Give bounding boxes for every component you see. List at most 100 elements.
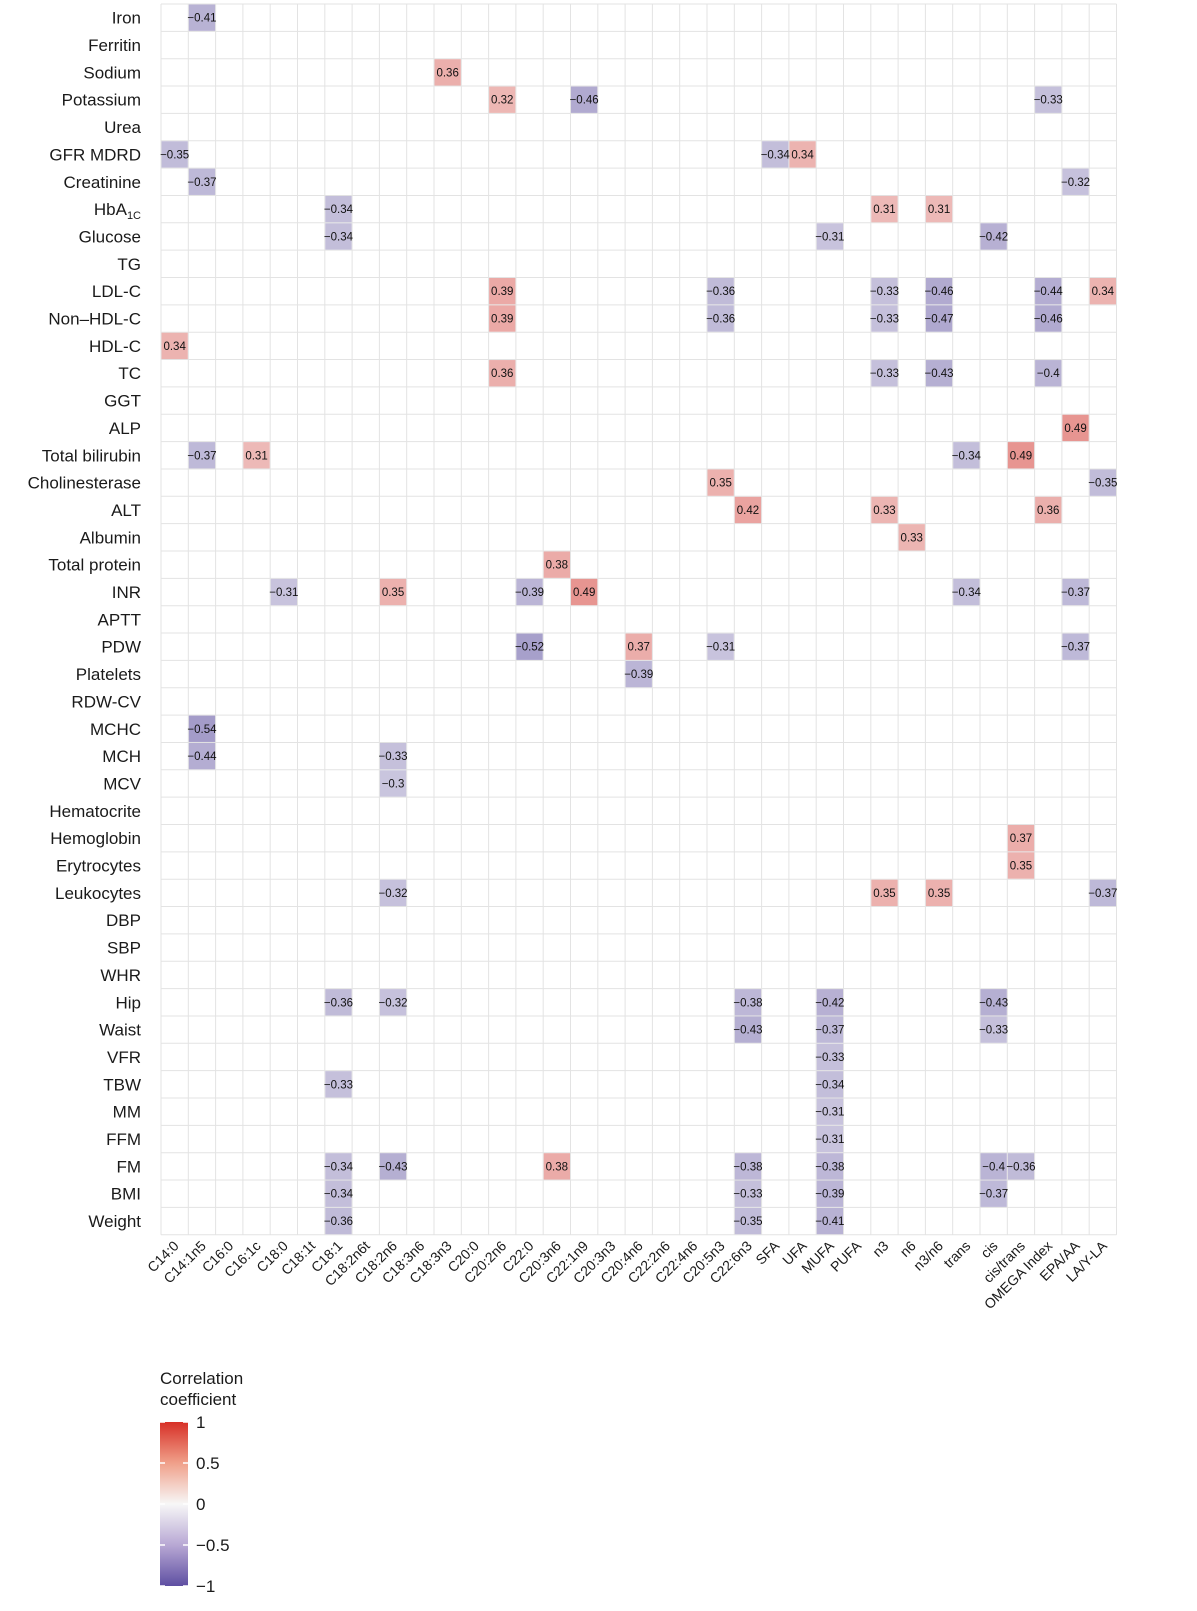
heatmap-cell xyxy=(816,989,843,1016)
column-label-trans: trans xyxy=(940,1238,973,1271)
heatmap-cell xyxy=(953,442,980,469)
row-labels: Iron Ferritin Sodium Potassium Urea GFR MDRD C… xyxy=(28,9,142,1231)
heatmap-cell xyxy=(1089,469,1116,496)
cell-value-label: −0.31 xyxy=(815,231,844,243)
row-label-dbp: DBP xyxy=(106,911,141,930)
heatmap-cell xyxy=(625,633,652,660)
heatmap-cell xyxy=(762,141,789,168)
cell-value-label: −0.38 xyxy=(815,1161,844,1173)
heatmap-cell xyxy=(925,195,953,223)
cell-value-label: −0.32 xyxy=(378,997,407,1009)
heatmap-cell xyxy=(188,715,216,742)
row-label-hba1c: HbA1C xyxy=(94,200,141,222)
row-label-mm: MM xyxy=(113,1103,141,1122)
cell-value-label: 0.34 xyxy=(791,149,814,161)
cell-value-label: −0.43 xyxy=(924,368,953,380)
row-label-potassium: Potassium xyxy=(62,91,141,110)
cell-value-label: −0.34 xyxy=(324,1161,354,1173)
row-label-platelets: Platelets xyxy=(76,665,141,684)
row-label-weight: Weight xyxy=(88,1212,141,1231)
heatmap-cell xyxy=(379,742,407,770)
cell-value-label: 0.35 xyxy=(928,888,950,900)
heatmap-cell xyxy=(1089,278,1116,305)
cell-value-label: 0.49 xyxy=(1064,423,1086,435)
cell-value-label: −0.46 xyxy=(570,95,599,107)
row-label-ffm: FFM xyxy=(106,1130,141,1149)
row-label-creatinine: Creatinine xyxy=(64,173,142,192)
cell-value-label: −0.34 xyxy=(952,587,982,599)
heatmap-cell xyxy=(325,1207,352,1235)
row-label-ldl-c: LDL-C xyxy=(92,282,141,301)
cell-value-label: −0.44 xyxy=(1034,286,1064,298)
heatmap-cell xyxy=(816,1043,843,1071)
heatmap-cell xyxy=(571,578,598,606)
heatmap-cell xyxy=(489,305,516,332)
cell-value-label: −0.4 xyxy=(1037,368,1060,380)
cell-value-label: 0.31 xyxy=(873,204,895,216)
cell-value-label: −0.43 xyxy=(378,1161,407,1173)
heatmap-cell xyxy=(325,223,352,250)
cell-value-label: −0.34 xyxy=(952,450,982,462)
cell-value-label: −0.52 xyxy=(515,642,544,654)
cell-value-label: −0.36 xyxy=(324,1216,353,1228)
column-labels: C14:0C14:1n5C16:0C16:1cC18:0C18:1tC18:1C… xyxy=(144,1237,1110,1312)
heatmap-cell xyxy=(243,442,270,469)
cell-value-label: −0.41 xyxy=(187,13,216,25)
cell-value-label: −0.34 xyxy=(761,149,791,161)
heatmap-cell xyxy=(1035,305,1062,332)
row-label-ggt: GGT xyxy=(104,392,141,411)
cell-value-label: −0.33 xyxy=(870,286,899,298)
heatmap-cell xyxy=(1035,496,1062,524)
heatmap-cell xyxy=(1007,825,1035,852)
cell-value-label: −0.36 xyxy=(324,997,353,1009)
cell-value-label: 0.36 xyxy=(1037,505,1059,517)
cell-value-label: 0.37 xyxy=(628,642,650,654)
column-label-n3: n3 xyxy=(869,1237,891,1259)
cell-value-label: −0.42 xyxy=(815,997,844,1009)
cell-value-label: −0.37 xyxy=(1061,587,1090,599)
cell-value-label: −0.41 xyxy=(815,1216,844,1228)
row-label-bmi: BMI xyxy=(111,1185,141,1204)
cell-value-label: −0.37 xyxy=(815,1025,844,1037)
heatmap-cell xyxy=(270,578,297,606)
cell-value-label: 0.34 xyxy=(1092,286,1115,298)
legend-tick-label: −0.5 xyxy=(196,1536,230,1555)
cell-value-label: −0.33 xyxy=(1034,95,1063,107)
heatmap-cell xyxy=(734,1207,762,1235)
cell-value-label: −0.39 xyxy=(815,1189,844,1201)
heatmap-cell xyxy=(734,496,762,524)
cell-value-label: 0.34 xyxy=(163,341,186,353)
row-label-inr: INR xyxy=(112,583,141,602)
row-label-non-hdl-c: Non–HDL-C xyxy=(48,310,141,329)
cell-value-label: 0.37 xyxy=(1010,833,1032,845)
cell-value-label: −0.44 xyxy=(187,751,217,763)
row-label-hematocrite: Hematocrite xyxy=(49,802,141,821)
legend-tick-label: −1 xyxy=(196,1577,215,1596)
heatmap-cell xyxy=(871,195,898,223)
cell-value-label: −0.34 xyxy=(324,1189,354,1201)
cell-value-label: −0.32 xyxy=(1061,177,1090,189)
cell-value-label: −0.33 xyxy=(324,1079,353,1091)
heatmap-cell xyxy=(925,278,953,305)
heatmap-cell xyxy=(434,59,461,86)
heatmap-cell xyxy=(707,469,734,496)
cell-value-label: 0.35 xyxy=(709,478,731,490)
cell-value-label: −0.33 xyxy=(979,1025,1008,1037)
cell-value-label: 0.49 xyxy=(1010,450,1032,462)
cell-value-label: −0.3 xyxy=(382,778,405,790)
row-label-sodium: Sodium xyxy=(83,63,141,82)
row-label-total-bilirubin: Total bilirubin xyxy=(42,446,141,465)
heatmap-cell xyxy=(489,86,516,113)
row-label-alt: ALT xyxy=(111,501,141,520)
heatmap-cell xyxy=(925,879,953,907)
row-label-hip: Hip xyxy=(115,993,141,1012)
heatmap-cell xyxy=(734,1016,762,1043)
row-label-erytrocytes: Erytrocytes xyxy=(56,857,141,876)
heatmap-cell xyxy=(1062,414,1089,442)
cell-value-label: −0.34 xyxy=(324,204,354,216)
heatmap-cell xyxy=(161,332,188,360)
heatmap-cell xyxy=(516,578,543,606)
heatmap-cell xyxy=(980,223,1007,250)
heatmap-cell xyxy=(816,223,843,250)
cell-value-label: −0.33 xyxy=(733,1189,762,1201)
